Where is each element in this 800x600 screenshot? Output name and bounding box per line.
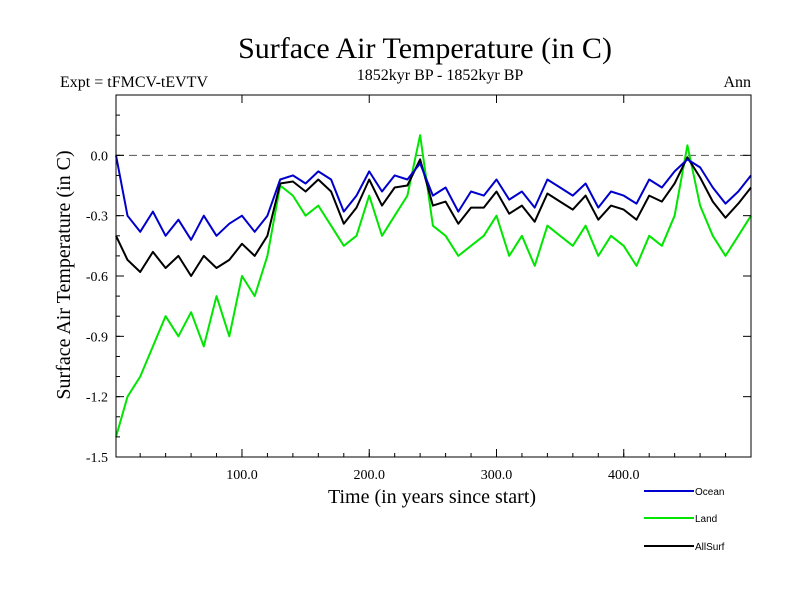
season-label: Ann <box>723 74 751 91</box>
x-tick-label: 400.0 <box>608 468 640 483</box>
series-line-ocean <box>115 155 752 241</box>
plot-frame <box>115 94 752 458</box>
series-line-allsurf <box>115 156 752 277</box>
series-line-land <box>115 134 752 438</box>
x-tick-label: 100.0 <box>226 468 258 483</box>
y-tick-label: -1.2 <box>86 391 108 406</box>
y-axis-label: Surface Air Temperature (in C) <box>53 150 75 399</box>
y-tick-label: -1.5 <box>86 451 108 466</box>
series-layer <box>115 134 752 438</box>
axes-layer: -1.5 -1.2 -0.9 -0.6 -0.3 0.0 100.0 200.0 300.0 40… <box>86 94 752 483</box>
legend: Ocean Land AllSurf <box>644 487 725 553</box>
y-tick-label: -0.6 <box>86 270 108 285</box>
legend-label-allsurf: AllSurf <box>695 542 725 553</box>
x-tick-label: 200.0 <box>353 468 385 483</box>
legend-label-land: Land <box>695 514 717 525</box>
experiment-label: Expt = tFMCV-tEVTV <box>60 74 208 91</box>
y-tick-label: -0.3 <box>86 210 108 225</box>
y-tick-label: 0.0 <box>91 149 109 164</box>
chart-title: Surface Air Temperature (in C) <box>238 32 612 65</box>
legend-label-ocean: Ocean <box>695 487 724 498</box>
y-tick-label: -0.9 <box>86 330 108 345</box>
x-axis-label: Time (in years since start) <box>328 486 536 508</box>
period-label: 1852kyr BP - 1852kyr BP <box>357 67 524 84</box>
x-tick-label: 300.0 <box>481 468 513 483</box>
